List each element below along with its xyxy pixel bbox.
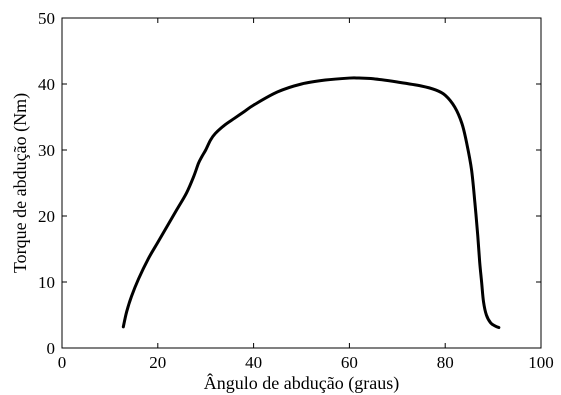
- y-tick-label: 0: [47, 339, 56, 358]
- y-tick-label: 40: [38, 75, 55, 94]
- x-tick-label: 80: [437, 353, 454, 372]
- x-axis-ticks: 0 20 40 60 80 100: [58, 18, 554, 372]
- y-axis-ticks: 0 10 20 30 40 50: [38, 9, 541, 358]
- y-tick-label: 30: [38, 141, 55, 160]
- x-tick-label: 0: [58, 353, 67, 372]
- y-tick-label: 20: [38, 207, 55, 226]
- x-tick-label: 100: [528, 353, 554, 372]
- y-axis-label: Torque de abdução (Nm): [10, 93, 31, 273]
- x-tick-label: 60: [341, 353, 358, 372]
- x-tick-label: 20: [149, 353, 166, 372]
- y-tick-label: 10: [38, 273, 55, 292]
- series-line: [121, 76, 501, 330]
- x-axis-label: Ângulo de abdução (graus): [204, 372, 399, 394]
- y-tick-label: 50: [38, 9, 55, 28]
- plot-area-frame: [61, 17, 542, 349]
- x-tick-label: 40: [245, 353, 262, 372]
